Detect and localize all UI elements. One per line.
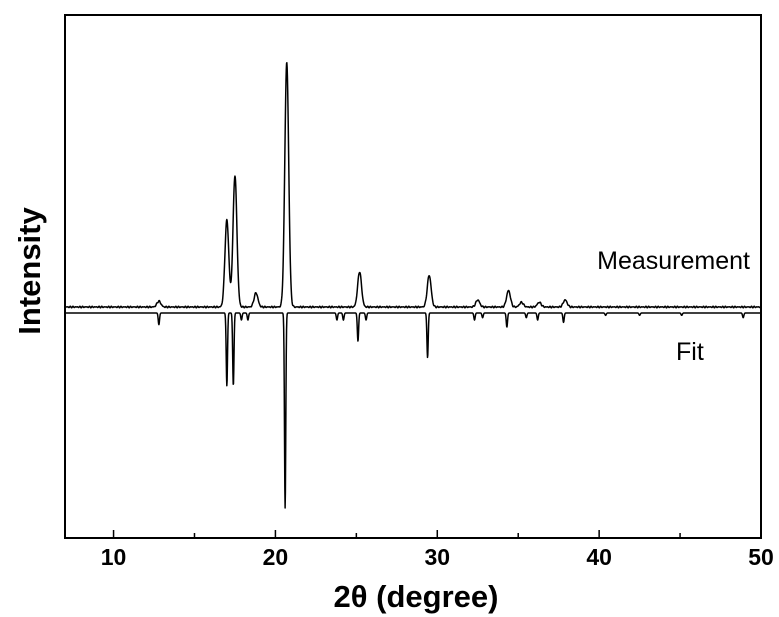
x-tick-label: 20 <box>263 544 289 570</box>
fit-series-line <box>64 312 762 509</box>
x-tick-label: 50 <box>748 544 774 570</box>
x-tick-label: 10 <box>101 544 127 570</box>
measurement-series-line <box>64 62 762 309</box>
y-axis-title: Intensity <box>12 207 47 335</box>
series-curves <box>64 62 762 509</box>
x-axis-title: 2θ (degree) <box>334 579 499 614</box>
x-axis-tick-labels: 10 20 30 40 50 <box>101 544 774 570</box>
x-tick-label: 30 <box>424 544 450 570</box>
x-axis-ticks <box>112 530 762 538</box>
series-label-measurement: Measurement <box>597 247 750 275</box>
x-tick-label: 40 <box>586 544 612 570</box>
series-label-fit: Fit <box>676 338 704 366</box>
plot-frame <box>64 14 762 539</box>
